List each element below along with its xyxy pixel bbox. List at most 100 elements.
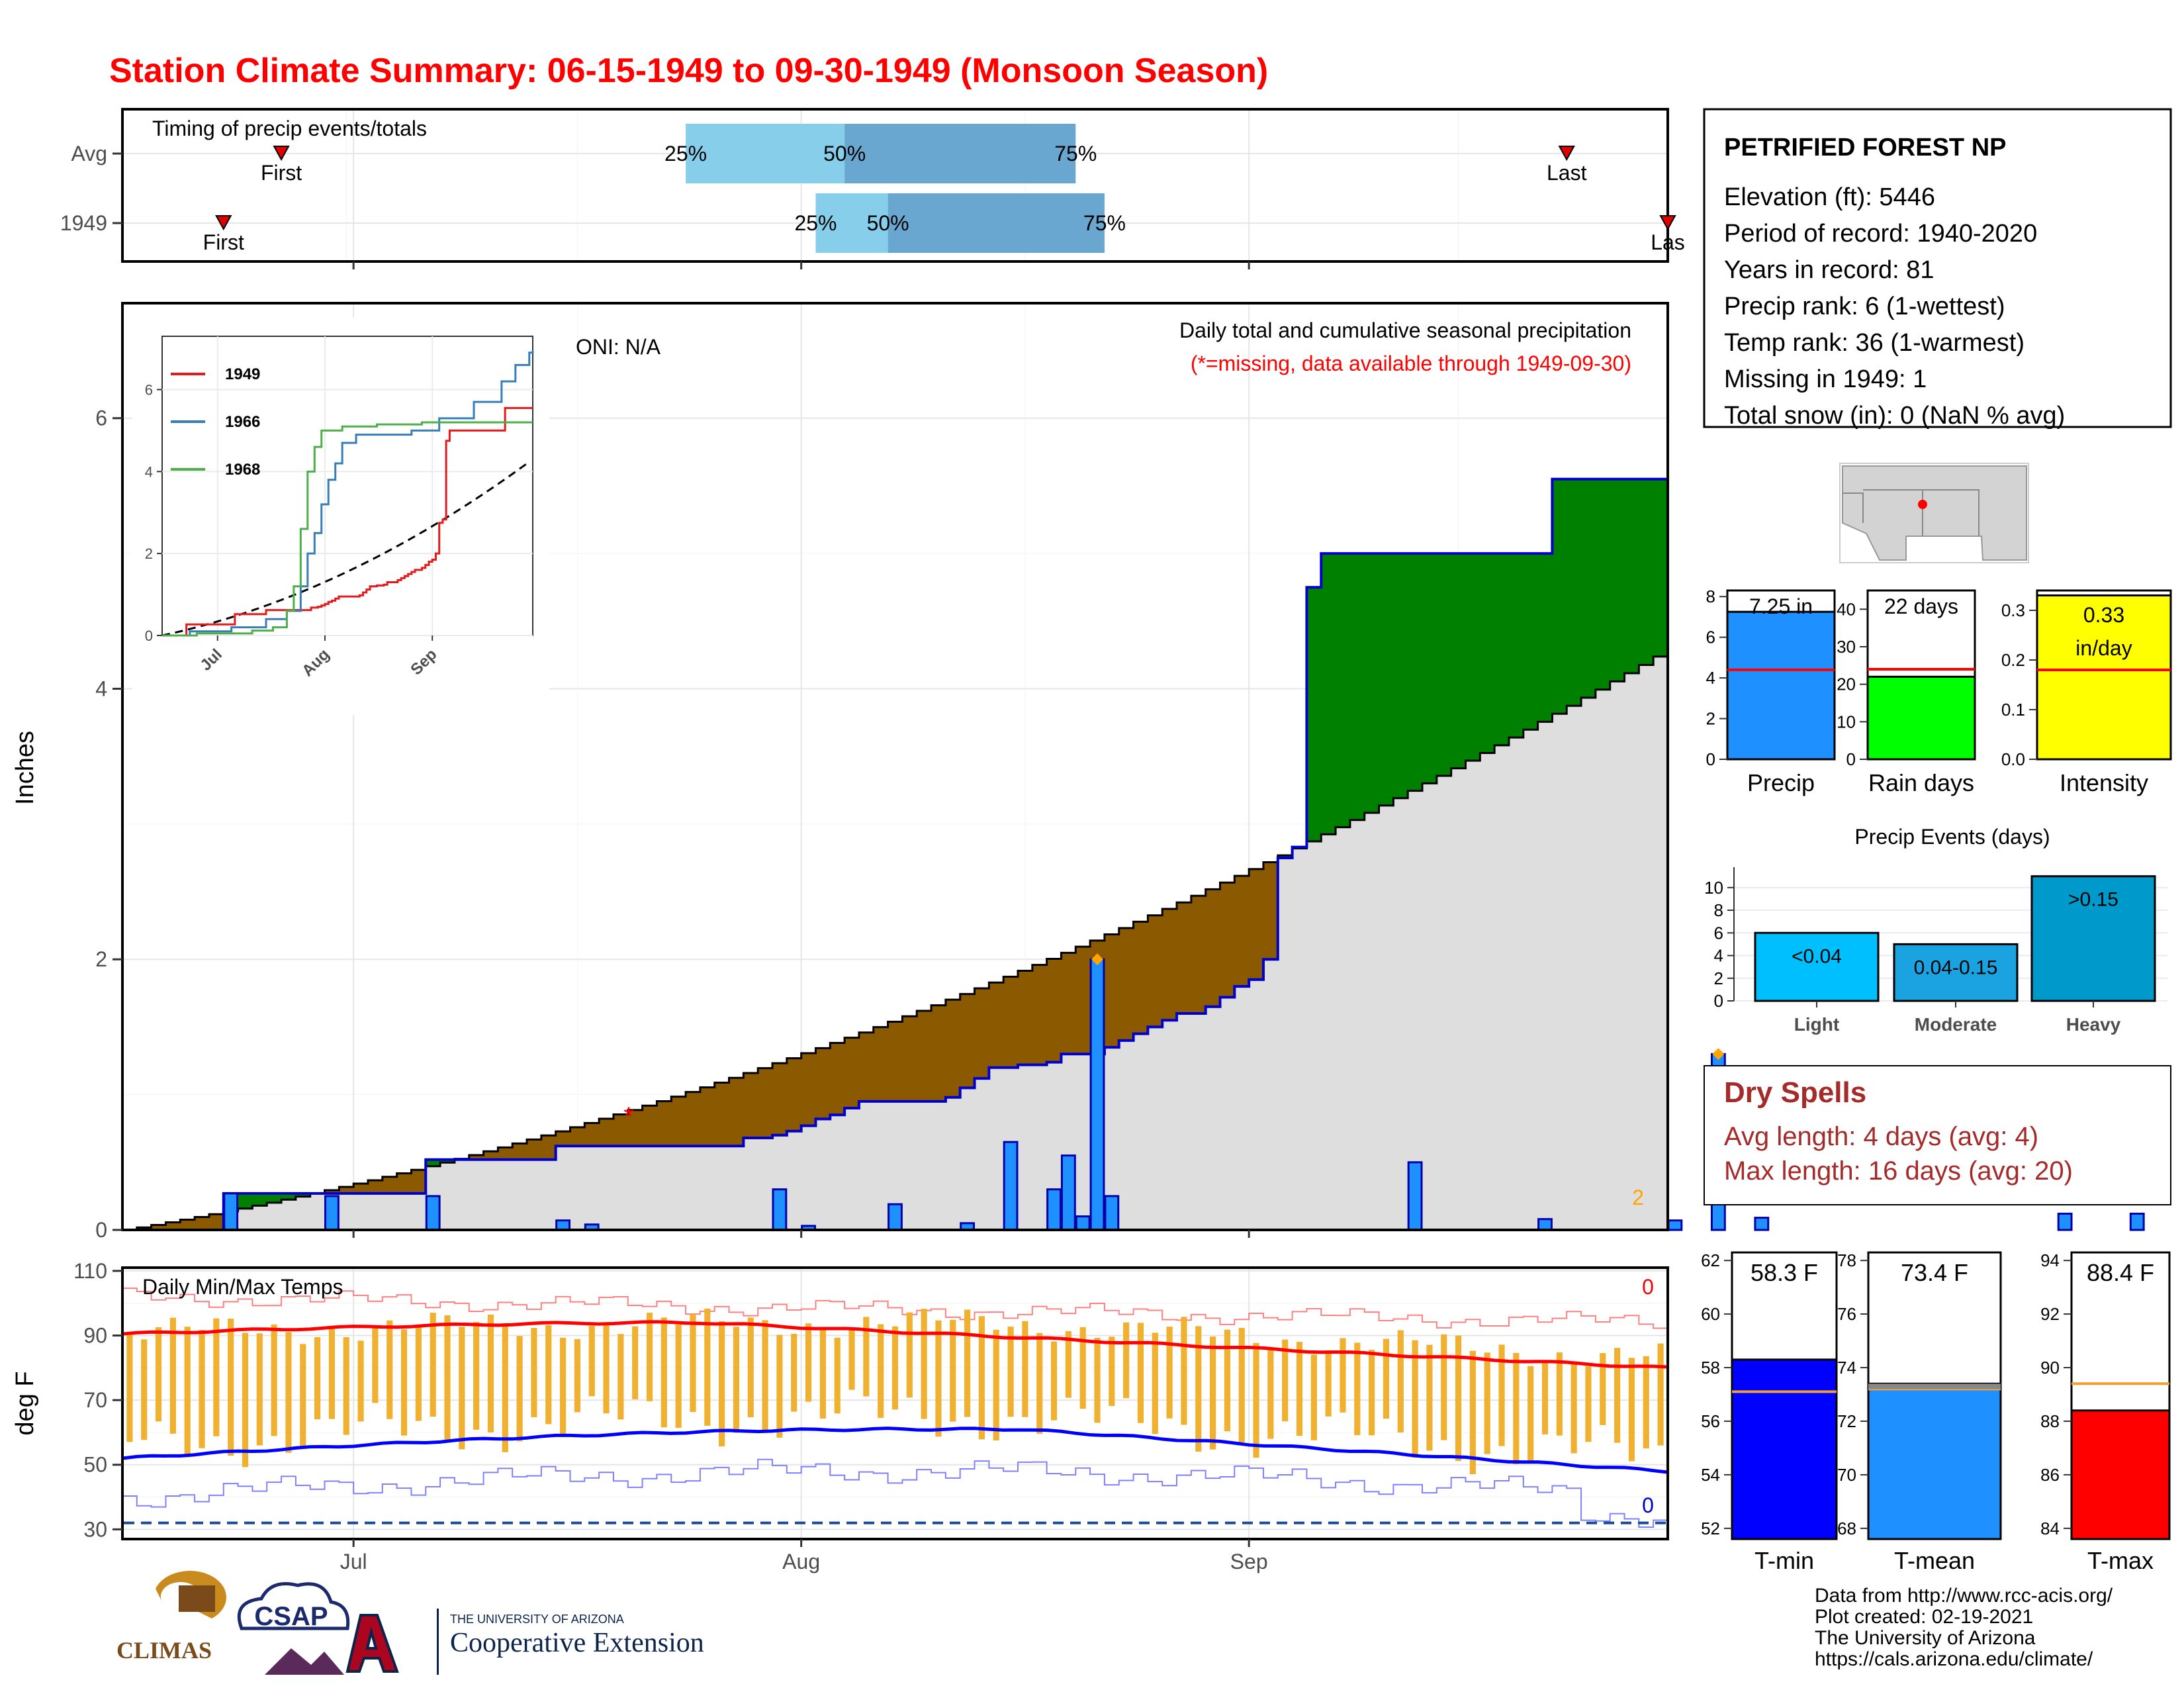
precip-tick-label: 2 xyxy=(1706,709,1715,729)
below-normal-fill xyxy=(1104,934,1120,1048)
daily-temp-range-bar xyxy=(1310,1354,1317,1440)
precip-note-missing: (*=missing, data available through 1949-… xyxy=(1191,352,1631,375)
below-normal-fill xyxy=(1177,902,1192,1013)
above-normal-fill xyxy=(1494,553,1510,745)
daily-temp-range-bar xyxy=(502,1326,508,1452)
daily-temp-range-bar xyxy=(1238,1327,1245,1442)
footer-credit-line: Plot created: 02-19-2021 xyxy=(1815,1606,2033,1628)
station-location-dot xyxy=(1918,500,1927,509)
rain-days-tick-label: 40 xyxy=(1837,599,1856,619)
tmin-summary: 52 54 56 58 60 62 58.3 F T-min xyxy=(1701,1250,1838,1574)
daily-temp-range-bar xyxy=(834,1337,841,1414)
tmax-tick-label: 88 xyxy=(2040,1411,2060,1431)
precip-value-label: 7.25 in xyxy=(1749,594,1813,618)
daily-temp-range-bar xyxy=(1426,1344,1433,1451)
below-normal-fill xyxy=(555,1131,571,1147)
daily-temp-range-bar xyxy=(574,1338,580,1413)
daily-temp-range-bar xyxy=(906,1312,913,1398)
above-normal-fill xyxy=(1567,479,1582,706)
tmin-tick-label: 54 xyxy=(1701,1465,1720,1485)
precip-count-label: 2 xyxy=(1632,1186,1644,1209)
rain-days-value-bar xyxy=(1866,675,1976,761)
daily-temp-range-bar xyxy=(921,1309,927,1419)
daily-temp-range-bar xyxy=(1210,1336,1216,1450)
main-y-tick-label: 6 xyxy=(95,406,107,430)
timing-q75-label: 75% xyxy=(1054,142,1097,165)
daily-temp-range-bar xyxy=(1340,1338,1346,1413)
below-normal-fill xyxy=(627,1109,643,1147)
tmax-tick-label: 86 xyxy=(2040,1465,2060,1485)
below-normal-fill xyxy=(599,1119,614,1147)
dry-spells-title: Dry Spells xyxy=(1724,1076,1866,1109)
events-y-tick-label: 8 xyxy=(1714,900,1723,920)
below-normal-fill xyxy=(714,1082,730,1147)
daily-precip-bar xyxy=(1754,1217,1770,1231)
daily-temp-range-bar xyxy=(372,1326,379,1403)
below-normal-fill xyxy=(180,1219,195,1230)
below-normal-fill xyxy=(815,1048,831,1119)
footer-credit-line: Data from http://www.rcc-acis.org/ xyxy=(1815,1585,2113,1607)
station-info-line: Total snow (in): 0 (NaN % avg) xyxy=(1724,402,2065,430)
below-normal-fill xyxy=(686,1092,701,1147)
timing-row-label: 1949 xyxy=(60,211,107,235)
timing-quartile-high-bar xyxy=(844,124,1076,183)
above-normal-fill xyxy=(1552,479,1567,714)
above-normal-fill xyxy=(1379,553,1394,806)
rain-days-tick-label: 10 xyxy=(1837,712,1856,731)
above-normal-fill xyxy=(1408,553,1423,791)
observed-cumulative-line xyxy=(122,477,1668,1231)
daily-precip-bar xyxy=(1104,1195,1120,1231)
daily-temp-range-bar xyxy=(1469,1350,1476,1474)
daily-temp-range-bar xyxy=(1109,1336,1115,1406)
tmean-tick-label: 70 xyxy=(1837,1465,1856,1485)
daily-temp-range-bar xyxy=(675,1324,682,1428)
precip-tick-label: 0 xyxy=(1706,749,1715,769)
events-bar-label: 0.04-0.15 xyxy=(1914,957,1998,978)
daily-temp-range-bar xyxy=(1325,1350,1332,1417)
events-y-tick-label: 2 xyxy=(1714,968,1723,988)
rain-days-tick-label: 20 xyxy=(1837,675,1856,694)
below-normal-fill xyxy=(758,1068,773,1139)
below-normal-fill xyxy=(1148,915,1163,1027)
daily-temp-range-bar xyxy=(314,1336,321,1420)
inset-legend-label: 1949 xyxy=(225,365,260,383)
main-y-tick-label: 0 xyxy=(95,1218,107,1242)
daily-temp-range-bar xyxy=(343,1336,349,1435)
below-normal-fill xyxy=(1191,896,1206,1013)
daily-temp-range-bar xyxy=(300,1344,306,1448)
below-normal-fill xyxy=(324,1190,340,1194)
below-normal-fill xyxy=(642,1105,658,1147)
inset-series-1968 xyxy=(162,421,533,637)
below-normal-fill xyxy=(498,1147,513,1160)
daily-precip-bar xyxy=(1407,1161,1423,1231)
daily-precip-bar xyxy=(1046,1188,1062,1231)
below-normal-fill xyxy=(1205,889,1221,1007)
daily-precip-bar xyxy=(1537,1218,1553,1231)
above-normal-fill xyxy=(1653,479,1668,657)
daily-temp-range-bar xyxy=(964,1309,971,1417)
oni-label: ONI: N/A xyxy=(576,335,661,359)
precip-tick-label: 4 xyxy=(1706,668,1715,688)
tmax-summary: 84 86 88 90 92 94 88.4 F T-max xyxy=(2040,1250,2171,1574)
daily-temp-range-bar xyxy=(891,1326,899,1410)
temp-y-tick-label: 70 xyxy=(83,1388,107,1412)
daily-precip-bar xyxy=(1003,1141,1019,1231)
daily-temp-range-bar xyxy=(1628,1358,1635,1462)
tmin-label: T-min xyxy=(1754,1547,1814,1574)
below-normal-fill xyxy=(1220,882,1235,998)
above-normal-fill xyxy=(1537,553,1553,722)
precip-summary: 0 2 4 6 8 Precip 7.25 in xyxy=(1706,586,1836,796)
tmean-tick-label: 78 xyxy=(1837,1250,1856,1270)
tmax-count-label: 0 xyxy=(1642,1275,1654,1299)
daily-temp-range-bar xyxy=(545,1325,552,1425)
below-normal-fill xyxy=(1032,964,1048,1065)
above-normal-fill xyxy=(1595,479,1611,690)
daily-precip-bar xyxy=(772,1188,788,1231)
below-normal-fill xyxy=(396,1173,412,1194)
tmax-tick-label: 92 xyxy=(2040,1304,2060,1324)
main-precip-border xyxy=(121,302,1669,1231)
timing-rows: Avg 25% 50% 75% First Last 1949 25% 50% 75% First L… xyxy=(60,124,1685,254)
above-normal-fill xyxy=(267,1193,282,1203)
